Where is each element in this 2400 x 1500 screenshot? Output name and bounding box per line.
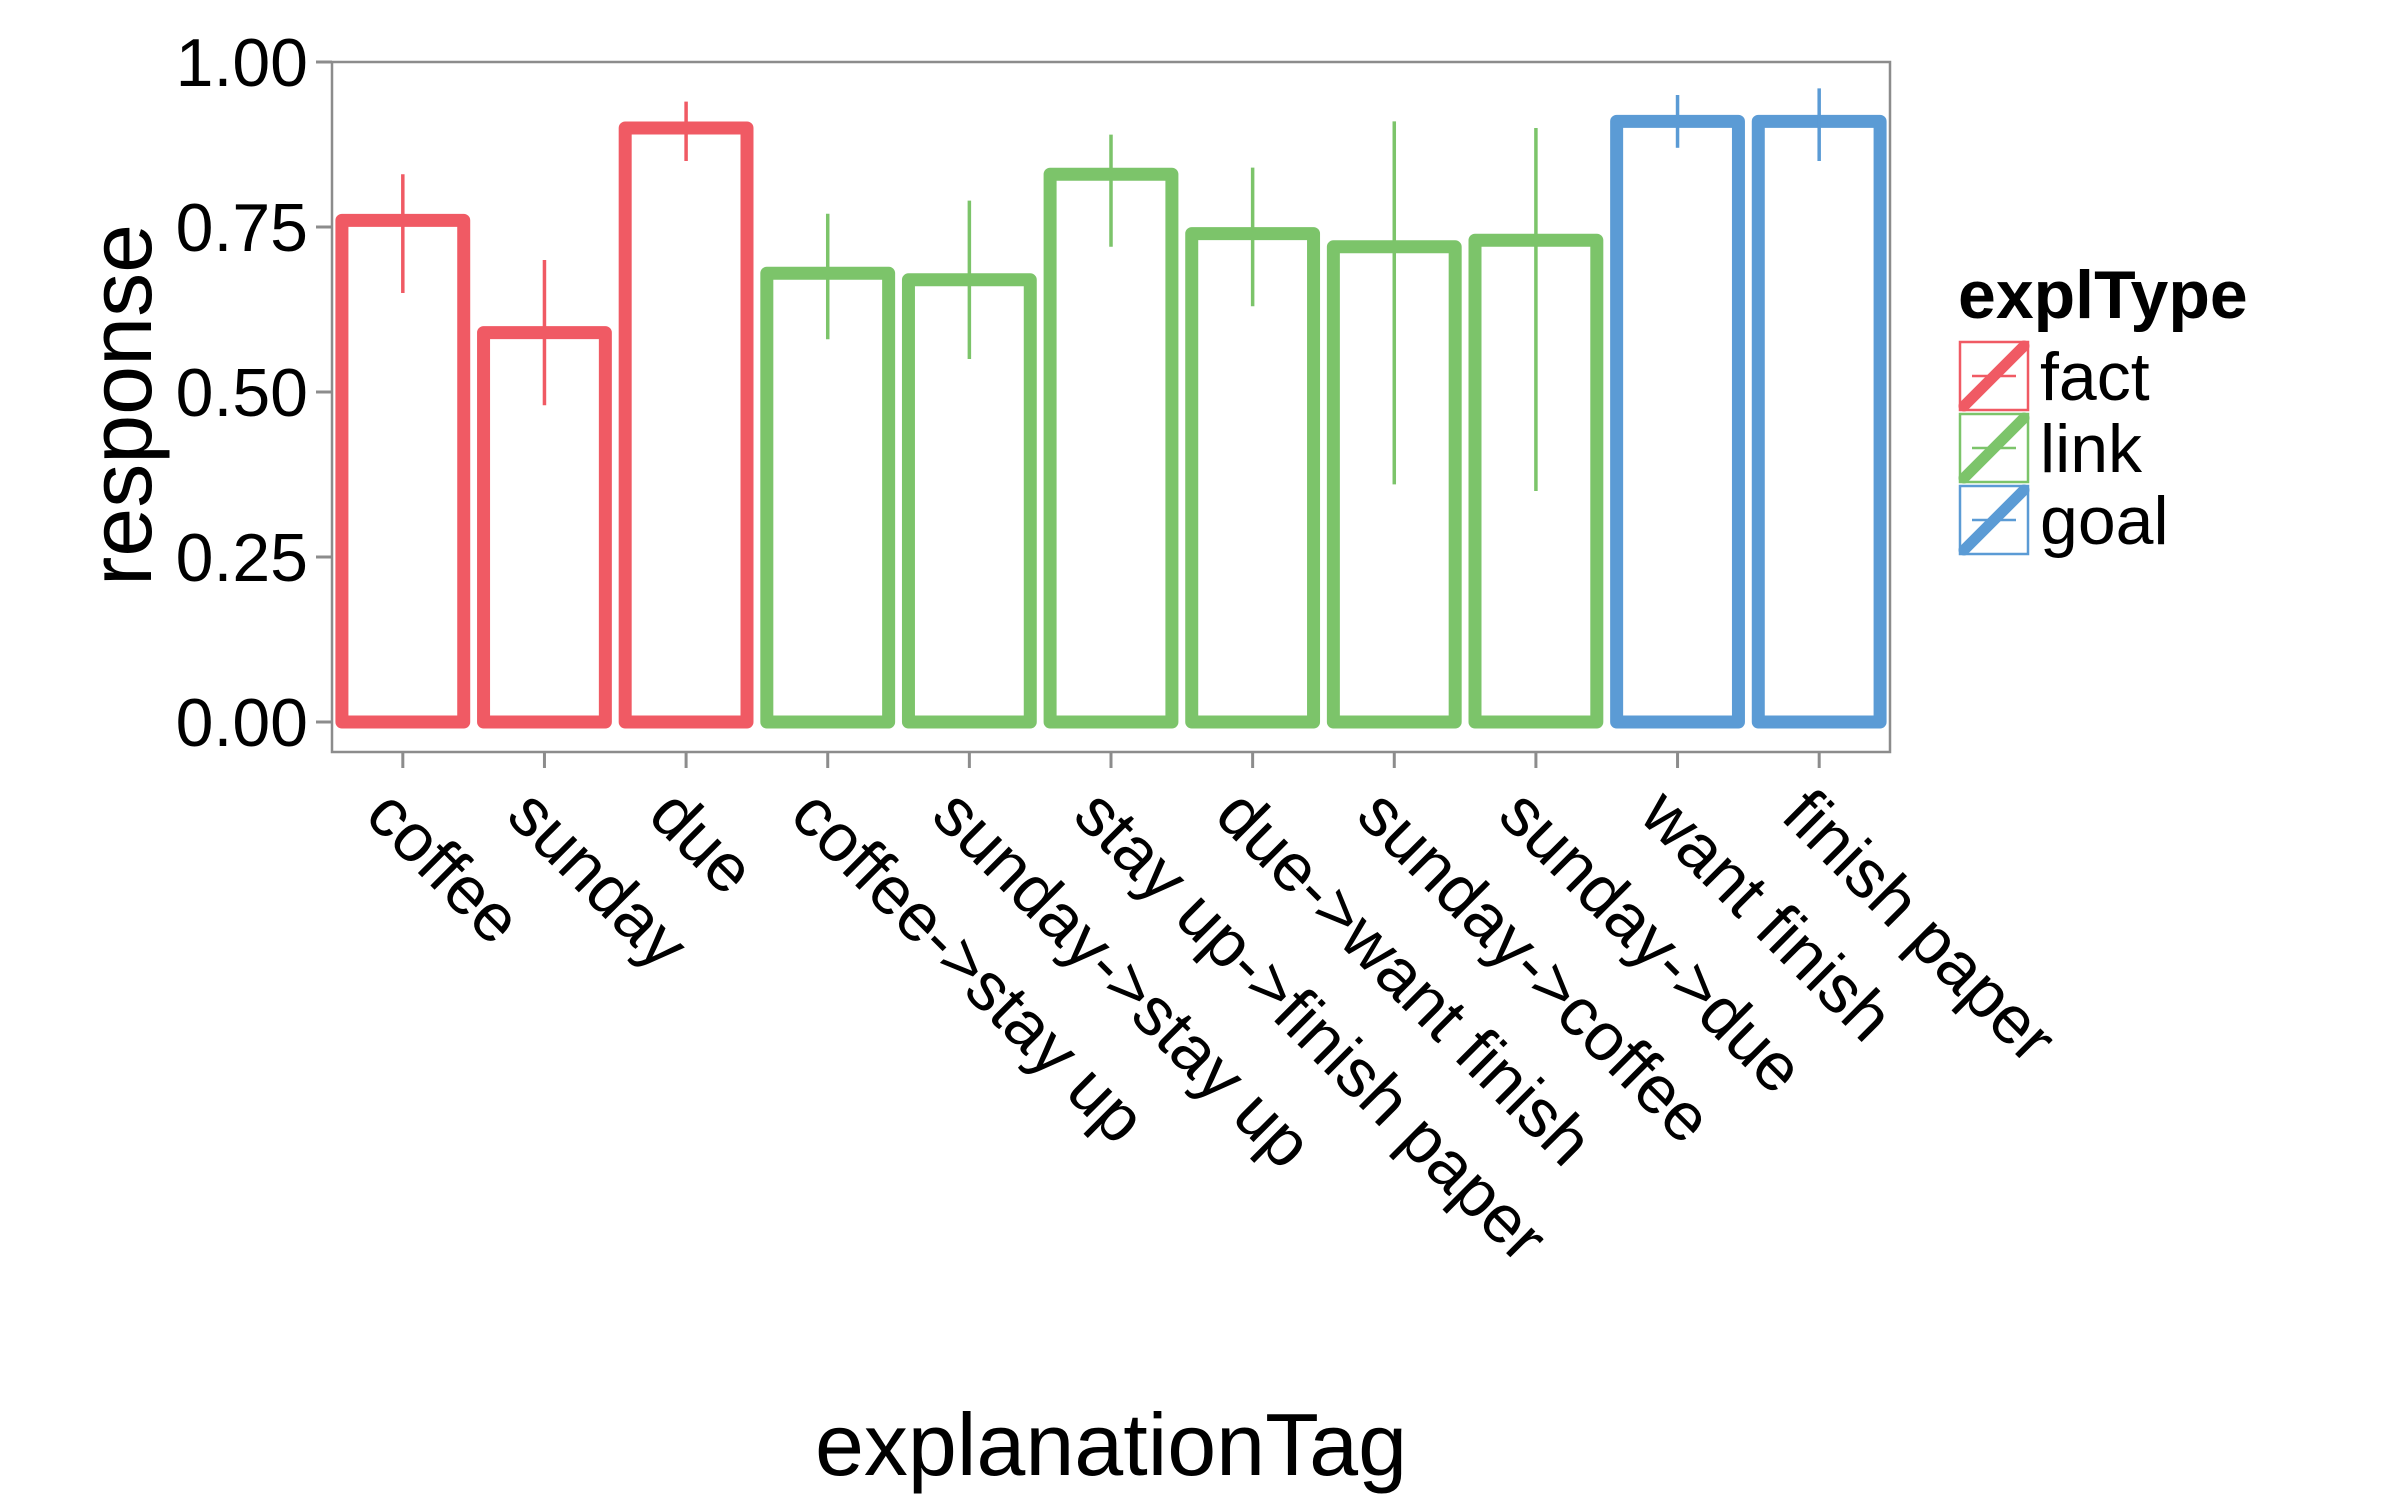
- bar-10: [1751, 114, 1887, 729]
- legend-title: explType: [1958, 257, 2248, 333]
- legend-item-fact: fact: [1958, 339, 2150, 415]
- y-tick-label-3: 0.75: [176, 190, 308, 266]
- bar-3: [760, 266, 896, 729]
- bar-6: [1185, 227, 1321, 729]
- legend-key-slash: [1958, 340, 2030, 412]
- y-axis-title: response: [71, 224, 170, 586]
- y-tick-label-1: 0.25: [176, 520, 308, 596]
- legend-label-link: link: [2040, 411, 2143, 487]
- legend-label-fact: fact: [2040, 339, 2150, 415]
- bar-5: [1043, 167, 1179, 729]
- legend-item-link: link: [1958, 411, 2143, 487]
- legend-key-slash: [1958, 484, 2030, 556]
- y-tick-label-4: 1.00: [176, 25, 308, 101]
- y-tick-label-2: 0.50: [176, 355, 308, 431]
- legend-key-slash: [1958, 412, 2030, 484]
- y-axis: 0.00 0.25 0.50 0.75 1.00: [176, 25, 332, 761]
- y-tick-label-0: 0.00: [176, 685, 308, 761]
- x-tick-label-0: coffee: [352, 775, 536, 959]
- x-axis-title: explanationTag: [815, 1395, 1407, 1494]
- bar-0: [335, 213, 471, 729]
- legend-label-goal: goal: [2040, 483, 2169, 559]
- bar-2: [618, 121, 754, 729]
- error-bars: [401, 88, 1821, 491]
- legend-item-goal: goal: [1958, 483, 2169, 559]
- bar-9: [1610, 114, 1745, 729]
